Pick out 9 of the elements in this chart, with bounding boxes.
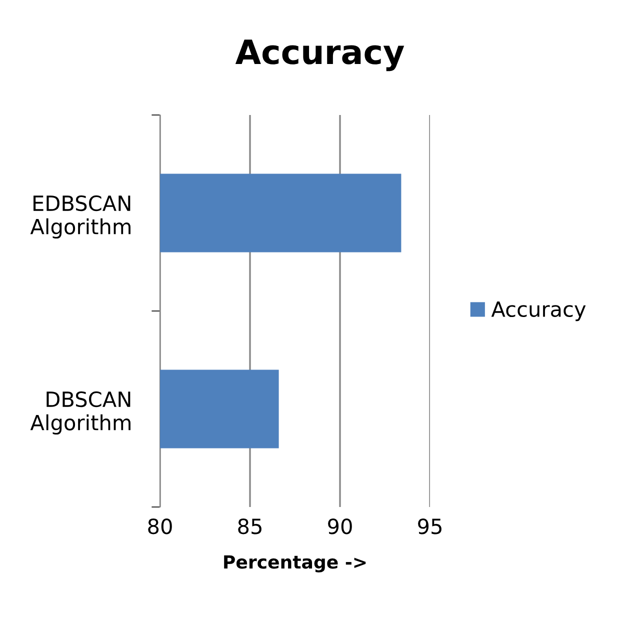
chart-title: Accuracy <box>235 40 404 72</box>
y-tick-label: EDBSCAN Algorithm <box>30 195 130 238</box>
x-axis-title: Percentage -> <box>224 555 366 572</box>
legend-label: Accuracy <box>491 302 586 322</box>
x-tick-label: 80 <box>148 518 172 534</box>
x-tick-label: 85 <box>238 518 262 534</box>
x-tick-label: 95 <box>418 518 442 534</box>
x-tick-label: 90 <box>328 518 352 534</box>
y-tick-label: DBSCAN Algorithm <box>30 391 130 434</box>
